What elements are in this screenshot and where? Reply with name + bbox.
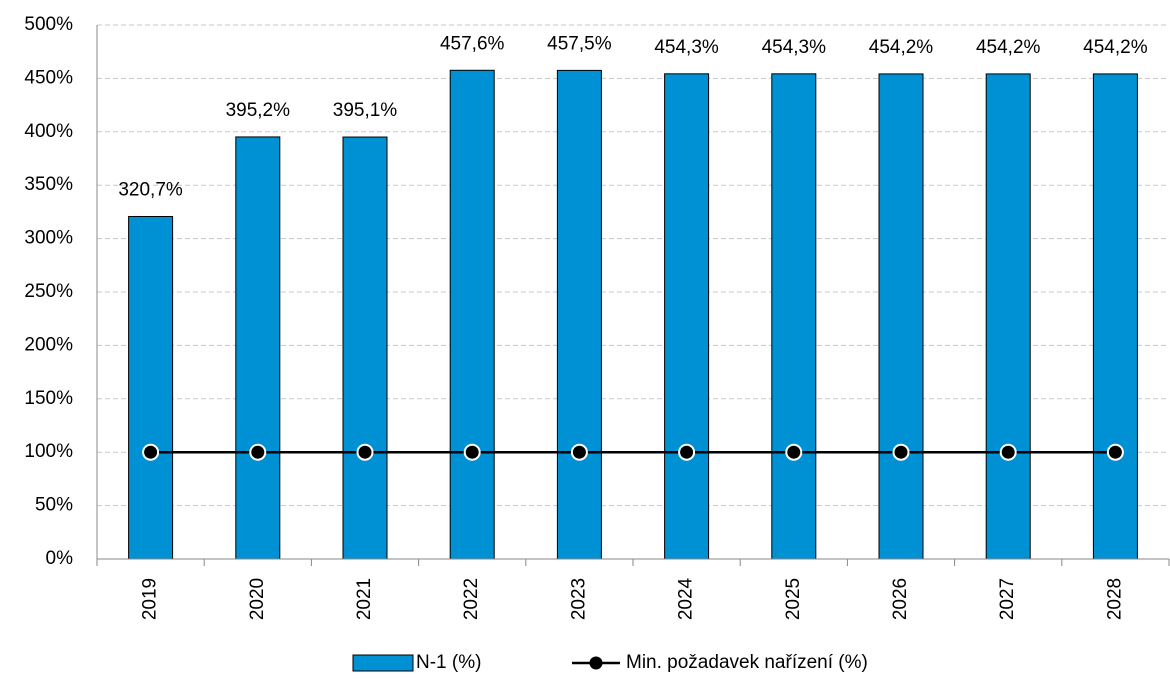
value-label: 457,6% <box>440 33 505 54</box>
y-tick-label: 500% <box>24 14 73 35</box>
y-tick-label: 150% <box>24 388 73 409</box>
line-marker <box>678 443 696 461</box>
bar <box>664 73 710 560</box>
x-tick-label: 2020 <box>247 578 268 620</box>
y-tick-label: 350% <box>24 174 73 195</box>
y-tick-label: 200% <box>24 334 73 355</box>
value-label: 395,2% <box>226 100 291 121</box>
value-label: 454,3% <box>762 37 827 58</box>
x-tick-label: 2019 <box>140 578 161 620</box>
line-marker <box>249 443 267 461</box>
bar <box>771 73 817 560</box>
y-tick-label: 50% <box>35 495 73 516</box>
x-tick-label: 2025 <box>783 578 804 620</box>
x-tick-label: 2028 <box>1104 578 1125 620</box>
legend-label: N-1 (%) <box>416 652 481 673</box>
value-label: 454,3% <box>654 37 719 58</box>
y-tick-label: 250% <box>24 281 73 302</box>
y-tick-label: 450% <box>24 67 73 88</box>
value-label: 454,2% <box>869 37 934 58</box>
legend-swatch <box>352 654 414 672</box>
y-tick-label: 100% <box>24 441 73 462</box>
bar <box>449 69 495 560</box>
x-tick-label: 2027 <box>997 578 1018 620</box>
bar <box>985 73 1031 560</box>
line-marker <box>785 443 803 461</box>
line-marker <box>1106 443 1124 461</box>
bar <box>235 136 281 560</box>
line-marker <box>463 443 481 461</box>
x-tick-label: 2021 <box>354 578 375 620</box>
x-tick-label: 2022 <box>461 578 482 620</box>
x-tick-label: 2024 <box>676 577 697 620</box>
y-tick-label: 400% <box>24 121 73 142</box>
value-label: 320,7% <box>118 180 183 201</box>
bar <box>878 73 924 560</box>
bar <box>1092 73 1138 560</box>
line-marker <box>999 443 1017 461</box>
line-marker <box>570 443 588 461</box>
value-label: 457,5% <box>547 33 612 54</box>
bar <box>556 69 602 560</box>
value-label: 454,2% <box>976 37 1041 58</box>
line-marker <box>892 443 910 461</box>
x-tick-label: 2026 <box>890 578 911 620</box>
y-tick-label: 300% <box>24 228 73 249</box>
value-label: 395,1% <box>333 100 398 121</box>
bar <box>128 215 174 560</box>
y-tick-label: 0% <box>46 548 74 569</box>
line-marker <box>142 443 160 461</box>
legend-marker <box>589 656 603 670</box>
value-label: 454,2% <box>1083 37 1148 58</box>
bar <box>342 136 388 560</box>
line-marker <box>356 443 374 461</box>
x-tick-label: 2023 <box>568 578 589 620</box>
legend-label: Min. požadavek nařízení (%) <box>626 652 868 673</box>
